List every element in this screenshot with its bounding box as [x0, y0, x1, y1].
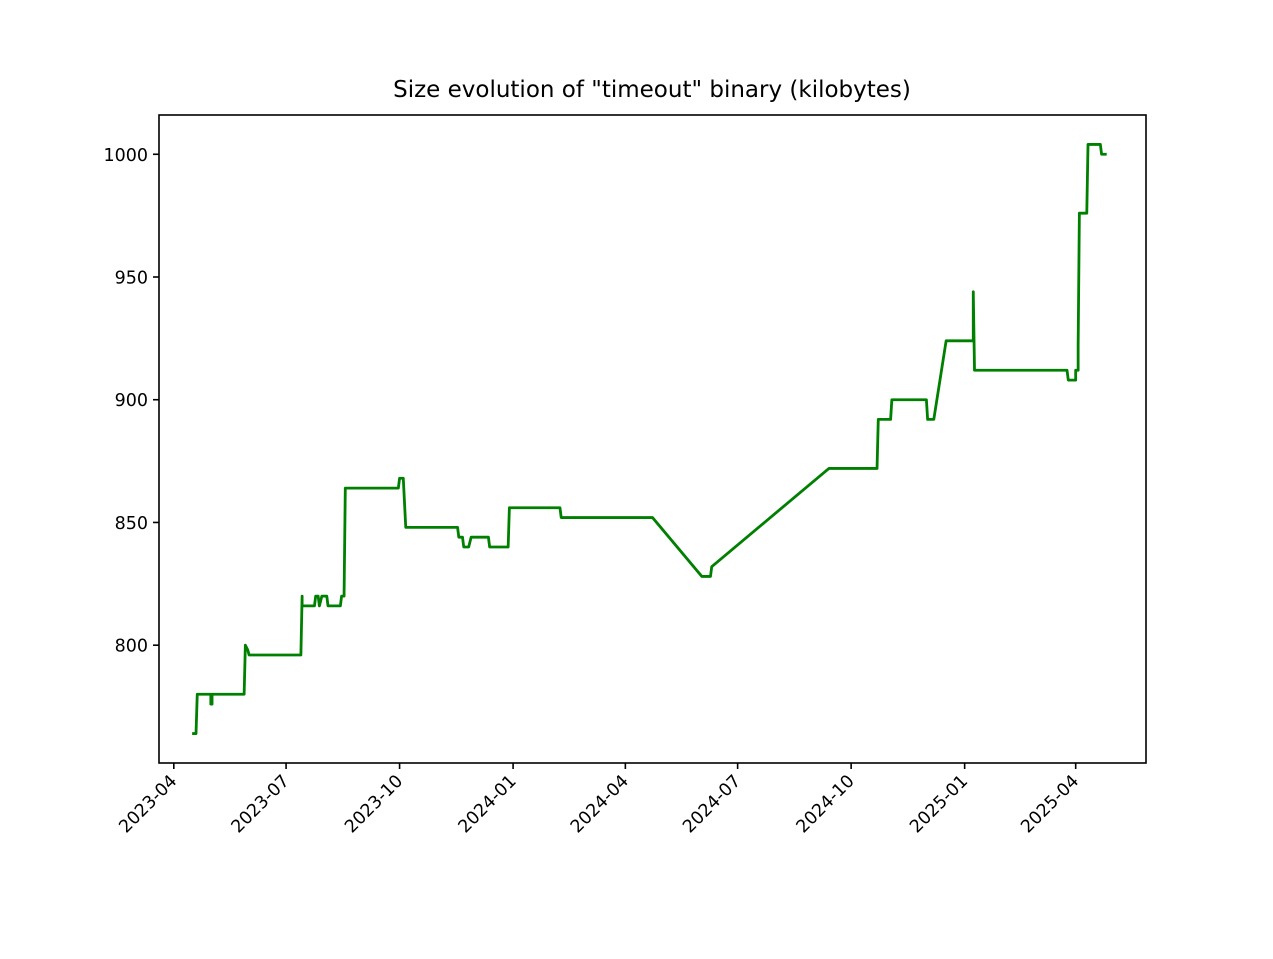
series-line-0 — [192, 143, 1107, 735]
y-tick-label: 1000 — [103, 146, 148, 166]
chart-title: Size evolution of "timeout" binary (kilo… — [393, 77, 911, 103]
y-tick-label: 900 — [115, 391, 148, 411]
axes-frame — [158, 114, 1147, 764]
plot-area — [192, 143, 1107, 735]
y-tick-label: 800 — [115, 637, 148, 657]
y-tick-label: 950 — [115, 269, 148, 289]
y-tick-label: 850 — [115, 514, 148, 534]
